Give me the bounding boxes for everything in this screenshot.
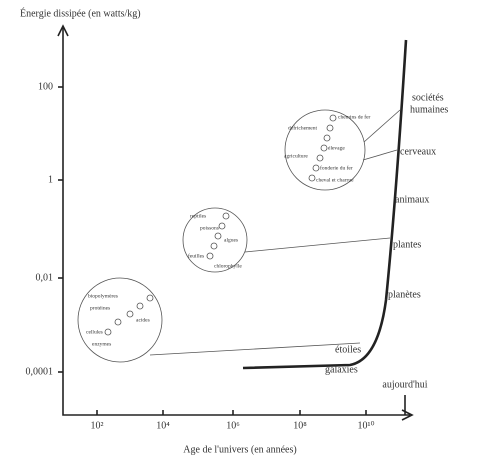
bubbles [78,110,400,362]
bubble-text: défrichement [288,124,317,131]
stage-label: planètes [388,289,421,300]
y-tick-label: 0,0001 [26,366,54,377]
bubble-text: enzymes [92,341,111,347]
bubble-text: chlorophylle [214,263,242,269]
bubble-text: chemins de fer [338,113,371,120]
y-tick-label: 0,01 [36,272,54,283]
y-tick-label: 1 [48,174,53,185]
diagram: Énergie dissipée (en watts/kg) 100 1 0,0… [0,0,478,461]
stage-label: sociétés [412,92,444,103]
x-tick-label: 10¹⁰ [357,420,374,431]
x-tick-label: 10⁶ [226,420,240,431]
bubble-text: acides [136,317,150,323]
bubble-text: poissons [200,225,219,231]
today-label: aujourd'hui [382,379,427,390]
bubble-text: cellules [86,329,103,335]
x-axis-label: Age de l'univers (en années) [183,444,296,455]
stage-label: animaux [395,194,429,205]
stage-label: humaines [410,104,448,115]
bubble-text: biopolymères [88,293,118,299]
bubble-text: feuilles [188,252,204,259]
title: Énergie dissipée (en watts/kg) [20,7,141,19]
bubble-text: agriculture [284,153,308,159]
bubble-text: algues [224,237,238,243]
bubble-text: cheval et charrue [316,177,354,183]
bubble-text: fonderie du fer [320,164,353,171]
curve [243,40,406,368]
y-tick-label: 100 [38,81,53,92]
stage-label: étoiles [335,344,361,355]
stage-label: cerveaux [400,146,436,157]
stage-label: galaxies [325,364,358,375]
stage-label: plantes [393,239,421,250]
bubble-text: reptiles [190,213,206,219]
x-tick-label: 10² [91,420,104,431]
x-tick-label: 10⁴ [156,420,170,431]
x-tick-label: 10⁸ [293,420,307,431]
bubble-text: élevage [328,145,345,151]
bubble-text: protéines [90,305,110,311]
